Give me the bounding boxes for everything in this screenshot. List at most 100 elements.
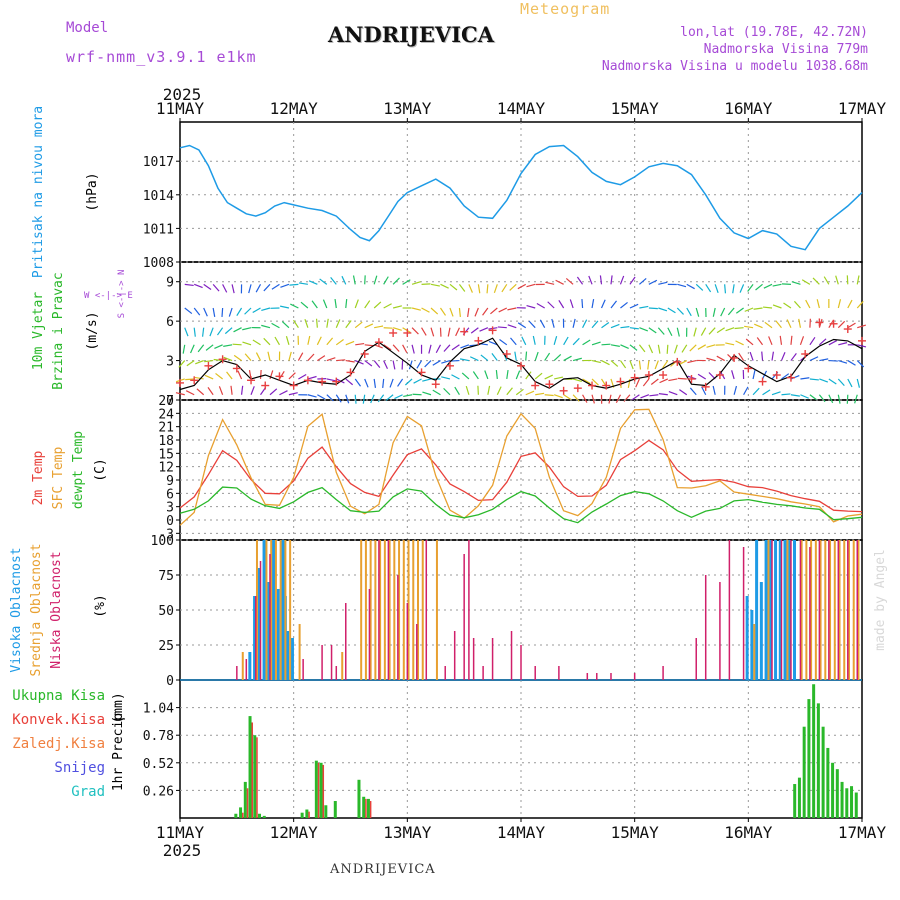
wind-barb: [392, 327, 402, 331]
y-tick-label: 3: [166, 501, 174, 516]
wind-barb: [319, 278, 328, 285]
y-tick-label: 6: [166, 487, 174, 502]
wind-barb: [678, 360, 688, 366]
wind-barb: [394, 394, 403, 400]
wind-barb: [261, 307, 271, 312]
wind-barb: [695, 307, 700, 317]
wind-barb: [649, 394, 659, 397]
wind-barb: [488, 340, 498, 346]
cloud-bar-1: [388, 540, 391, 680]
cloud-bar-1: [274, 540, 277, 680]
wind-barb: [408, 360, 413, 370]
wind-barb: [525, 351, 528, 361]
wind-barb: [413, 378, 422, 384]
year-label-bottom: 2025: [163, 841, 202, 860]
wind-barb: [799, 336, 805, 346]
wind-barb: [515, 388, 524, 396]
precip-legend-4: Grad: [71, 784, 105, 800]
wind-barb: [231, 284, 235, 294]
wind-barb: [279, 390, 288, 396]
wind-barb: [648, 344, 654, 354]
wind-barb: [547, 301, 555, 309]
cloud-ylabel-mid: Srednja Oblacnost: [29, 543, 44, 676]
wind-barb: [298, 373, 307, 380]
wind-barb: [392, 277, 400, 285]
wind-barb: [837, 320, 846, 329]
wind-barb: [364, 378, 369, 388]
wind-barb: [677, 377, 687, 380]
wind-barb: [459, 358, 470, 362]
wind-barb: [753, 307, 763, 310]
cloud-bar-0: [267, 582, 271, 680]
wind-barb: [440, 283, 449, 289]
precip-bar-0: [357, 779, 361, 818]
wind-barb: [744, 307, 754, 312]
wind-barb: [271, 322, 280, 329]
temp-ylabel-2m: 2m Temp: [31, 450, 46, 505]
wind-barb: [705, 284, 712, 293]
wind-barb: [449, 307, 454, 317]
precip-bar-0: [234, 813, 238, 818]
wind-barb: [828, 394, 834, 404]
wind-barb: [714, 284, 719, 294]
cloud-bar-2: [463, 554, 465, 680]
wind-barb: [553, 394, 563, 399]
time-label-bottom: 11MAY: [156, 823, 205, 842]
wind-barb: [370, 394, 375, 404]
wind-barb: [856, 378, 861, 388]
wind-barb: [383, 303, 392, 309]
wind-barb: [315, 318, 318, 328]
wind-barb: [847, 322, 856, 329]
y-tick-label: 1008: [143, 256, 174, 271]
cloud-bar-1: [255, 540, 258, 680]
wind-barb: [454, 386, 460, 396]
wind-barb: [809, 337, 816, 346]
wind-barb: [288, 351, 292, 361]
cloud-bar-1: [843, 540, 846, 680]
precip-bar-0: [300, 812, 304, 818]
cloud-bar-1: [412, 540, 415, 680]
wind-barb: [667, 327, 673, 337]
wind-barb: [553, 353, 562, 362]
wind-barb: [472, 371, 479, 380]
wind-barb: [278, 371, 285, 380]
wind-compass-v: S <-|-> N: [117, 270, 127, 319]
time-label-bottom: 14MAY: [497, 823, 546, 842]
wind-barb: [532, 335, 536, 345]
precip-bar-0: [262, 815, 266, 818]
cloud-bar-2: [780, 540, 783, 680]
wind-barb: [402, 279, 411, 285]
y-tick-label: 0: [166, 674, 174, 689]
cloud-bar-0: [286, 631, 290, 680]
wind-barb: [470, 327, 479, 334]
precip-bar-0: [835, 769, 839, 818]
wind-barb: [724, 284, 727, 294]
wind-barb: [526, 304, 536, 309]
wind-barb: [212, 307, 216, 317]
cloud-bar-2: [482, 666, 484, 680]
precip-bar-1: [308, 811, 310, 818]
precip-bar-0: [253, 735, 257, 818]
cloud-bar-0: [778, 540, 782, 680]
precip-bar-0: [366, 798, 370, 818]
wind-barb: [686, 307, 692, 317]
wind-barb: [449, 283, 458, 291]
cloud-ylabel-high: Visoka Oblacnost: [9, 547, 24, 672]
cloud-bar-2: [255, 596, 257, 680]
wind-barb: [716, 327, 725, 334]
cloud-bar-0: [750, 610, 754, 680]
cloud-bar-1: [284, 540, 287, 680]
wind-barb: [554, 376, 564, 380]
wind-barb: [248, 284, 252, 294]
page-title: ANDRIJEVICA: [328, 22, 495, 47]
wind-barb: [771, 351, 775, 361]
y-tick-label: 1011: [143, 222, 174, 237]
precip-bar-0: [239, 807, 243, 818]
wind-barb: [535, 392, 545, 396]
cloud-bar-0: [253, 596, 257, 680]
wind-barb: [857, 344, 867, 348]
precip-legend-1: Konvek.Kisa: [12, 712, 105, 728]
wind-barb: [601, 343, 611, 346]
wind-barb: [383, 344, 392, 351]
wind-barb: [215, 372, 223, 380]
